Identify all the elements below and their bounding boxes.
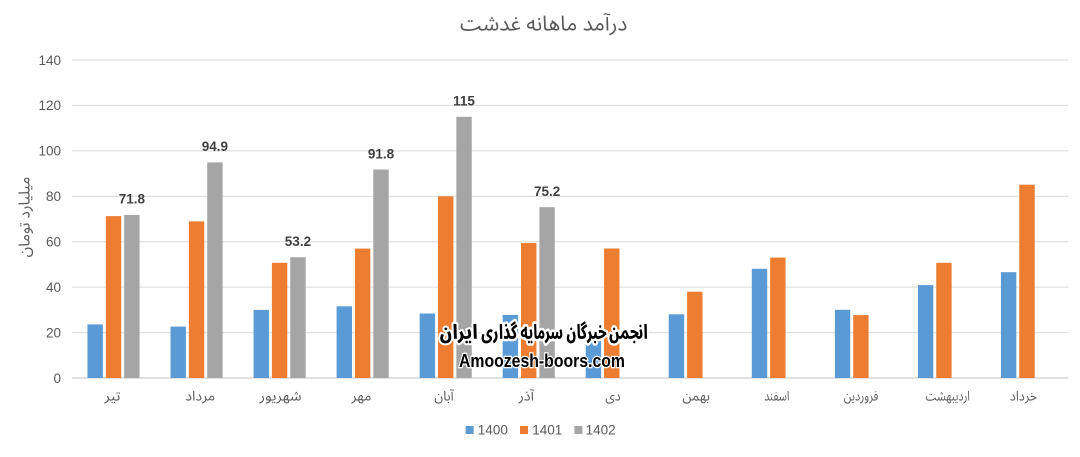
svg-text:20: 20 <box>46 325 61 340</box>
svg-text:1402: 1402 <box>586 423 616 438</box>
svg-text:40: 40 <box>46 280 61 295</box>
svg-text:1401: 1401 <box>532 423 562 438</box>
svg-text:1400: 1400 <box>478 423 508 438</box>
svg-text:140: 140 <box>38 53 61 68</box>
svg-text:80: 80 <box>46 189 61 204</box>
svg-text:115: 115 <box>453 94 475 109</box>
svg-text:60: 60 <box>46 235 61 250</box>
svg-text:71.8: 71.8 <box>119 192 146 207</box>
svg-text:94.9: 94.9 <box>202 139 228 154</box>
svg-text:75.2: 75.2 <box>534 184 560 199</box>
svg-text:0: 0 <box>53 371 61 386</box>
svg-text:100: 100 <box>38 144 61 159</box>
svg-text:Amoozesh-boors.com: Amoozesh-boors.com <box>459 350 625 371</box>
svg-text:120: 120 <box>38 98 61 113</box>
svg-text:91.8: 91.8 <box>368 146 395 161</box>
svg-text:53.2: 53.2 <box>285 234 311 249</box>
